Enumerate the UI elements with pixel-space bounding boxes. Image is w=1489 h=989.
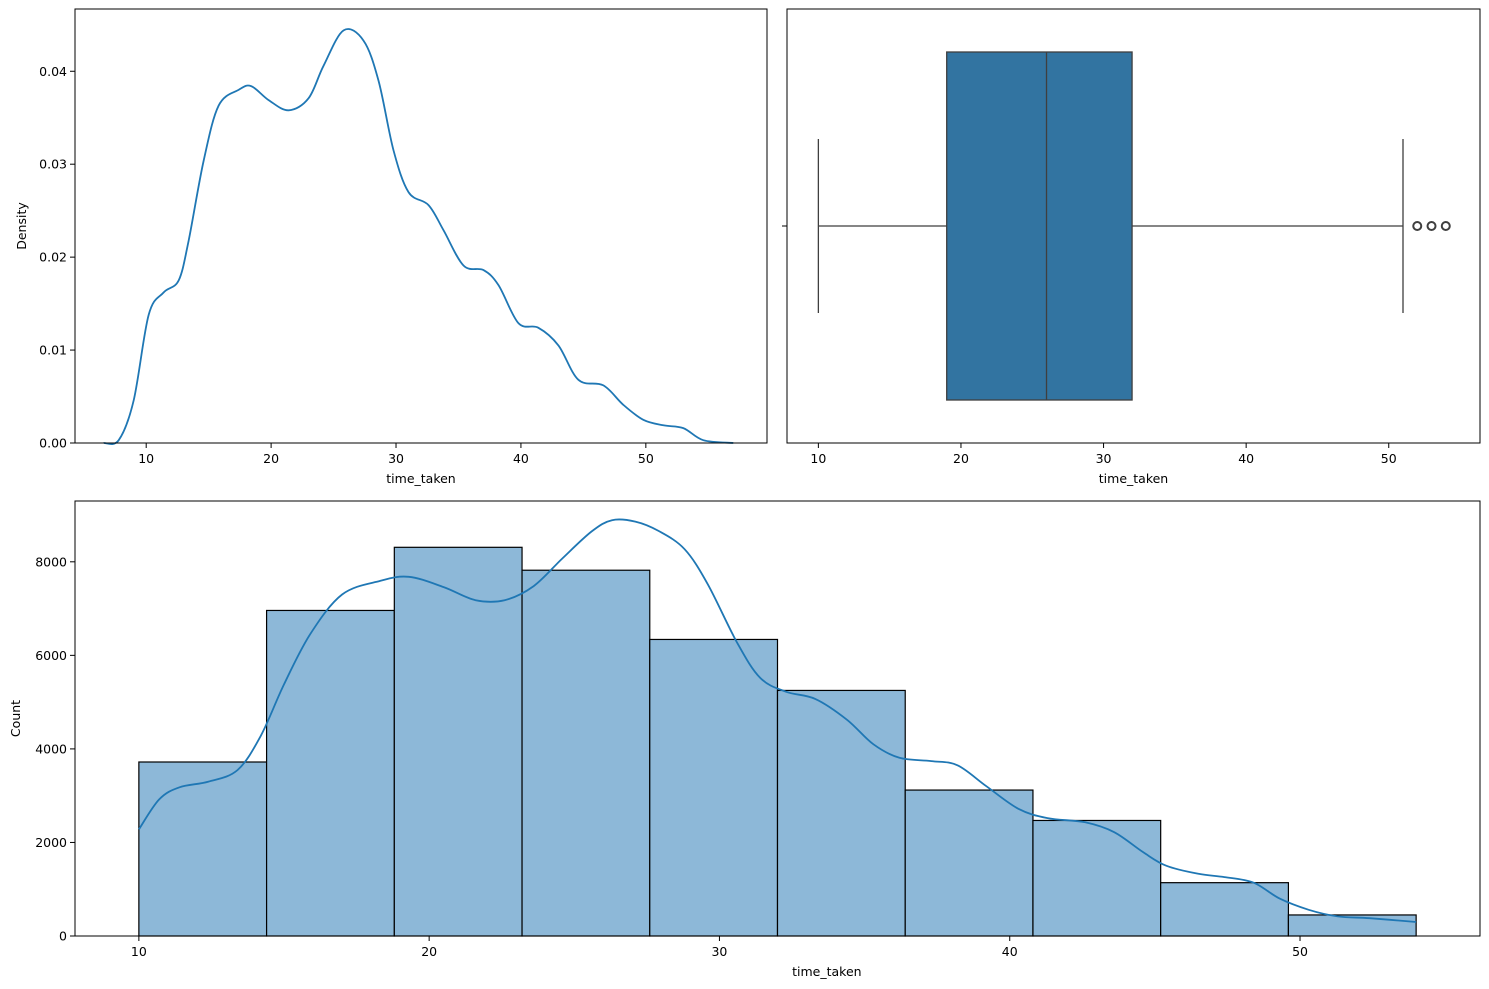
outliers <box>1412 221 1451 231</box>
histogram-bar <box>776 689 906 937</box>
x-tick-label: 10 <box>138 451 154 466</box>
y-tick-label: 0.04 <box>39 64 67 79</box>
histogram-bar <box>265 609 395 937</box>
y-tick-label: 0.02 <box>39 250 67 265</box>
histogram-bar <box>1160 882 1290 937</box>
iqr-box <box>946 51 1133 401</box>
outlier-point <box>1440 221 1451 231</box>
histogram-bar <box>1032 819 1162 937</box>
histogram-bars <box>138 546 1417 937</box>
x-tick-label: 30 <box>1096 451 1112 466</box>
x-tick-label: 30 <box>388 451 404 466</box>
x-tick-label: 30 <box>711 944 727 959</box>
histogram-bar <box>649 638 779 937</box>
x-tick-label: 50 <box>638 451 654 466</box>
x-axis-label: time_taken <box>386 471 455 486</box>
axes-frame <box>786 8 1481 444</box>
y-axis-label: Count <box>8 700 23 737</box>
y-tick-label: 0.01 <box>39 343 67 358</box>
outlier-point <box>1412 221 1423 231</box>
y-tick-label: 0.03 <box>39 157 67 172</box>
y-axis-label: Density <box>14 202 29 250</box>
y-tick-label: 2000 <box>35 835 67 850</box>
y-tick-label: 0 <box>59 929 67 944</box>
boxplot-panel: 10 20 30 40 50 time_taken <box>782 8 1481 486</box>
y-tick-label: 0.00 <box>39 436 67 451</box>
x-tick-label: 10 <box>131 944 147 959</box>
x-tick-label: 40 <box>1238 451 1254 466</box>
x-tick-label: 20 <box>953 451 969 466</box>
y-ticks: 0 2000 4000 6000 8000 <box>35 554 75 944</box>
histogram-bar <box>393 546 523 937</box>
outlier-point <box>1426 221 1437 231</box>
histogram-bar <box>904 789 1034 937</box>
x-tick-label: 40 <box>513 451 529 466</box>
x-axis-label: time_taken <box>792 964 861 979</box>
y-tick-label: 4000 <box>35 741 67 756</box>
kde-line <box>103 28 734 445</box>
x-ticks: 10 20 30 40 50 <box>138 443 654 466</box>
x-tick-label: 40 <box>1002 944 1018 959</box>
axes-frame <box>74 8 768 444</box>
kde-panel: 10 20 30 40 50 0.00 0.01 0.02 0.03 0.04 time_tak… <box>14 8 768 486</box>
x-ticks: 10 20 30 40 50 <box>810 443 1397 466</box>
x-tick-label: 10 <box>810 451 826 466</box>
y-ticks: 0.00 0.01 0.02 0.03 0.04 <box>39 64 75 451</box>
axes-frame <box>74 500 1481 937</box>
x-tick-label: 20 <box>263 451 279 466</box>
x-ticks: 10 20 30 40 50 <box>131 936 1308 959</box>
histogram-bar <box>138 761 268 937</box>
x-tick-label: 50 <box>1381 451 1397 466</box>
kde-line <box>138 518 1417 923</box>
y-tick-label: 8000 <box>35 554 67 569</box>
x-tick-label: 50 <box>1292 944 1308 959</box>
histogram-bar <box>521 569 651 937</box>
y-tick-label: 6000 <box>35 648 67 663</box>
x-axis-label: time_taken <box>1099 471 1168 486</box>
x-tick-label: 20 <box>421 944 437 959</box>
